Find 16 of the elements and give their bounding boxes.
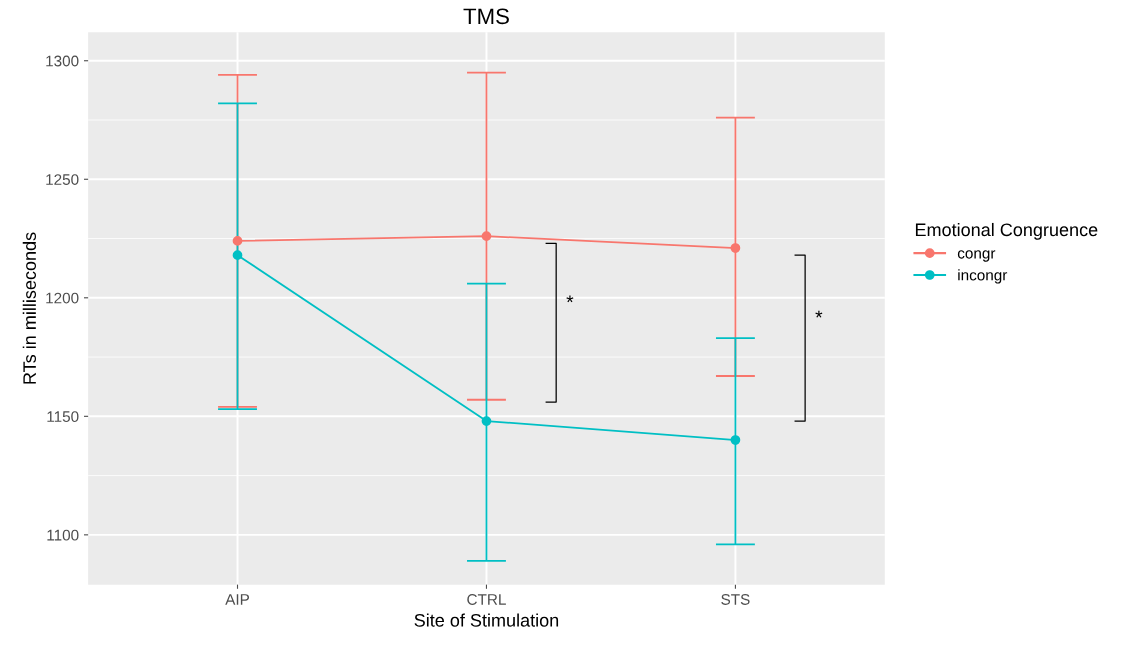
legend-label: incongr [958,269,1008,284]
y-tick-label: 1250 [46,174,79,185]
x-axis-title: Site of Stimulation [414,613,559,627]
x-tick-label: AIP [225,594,250,605]
x-tick-label: CTRL [467,594,506,605]
legend-title: Emotional Congruence [915,222,1098,240]
chart-title: TMS [463,8,509,25]
annotation: * [566,295,574,303]
y-tick-label: 1150 [47,411,79,423]
legend-label: congr [957,250,996,262]
y-tick-label: 1200 [46,292,79,304]
y-tick-label: 1300 [46,55,79,67]
annotation: * [815,310,823,318]
y-axis-title: RTs in milliseconds [22,232,36,384]
y-tick-label: 1100 [47,529,79,541]
x-tick-label: STS [721,594,750,605]
